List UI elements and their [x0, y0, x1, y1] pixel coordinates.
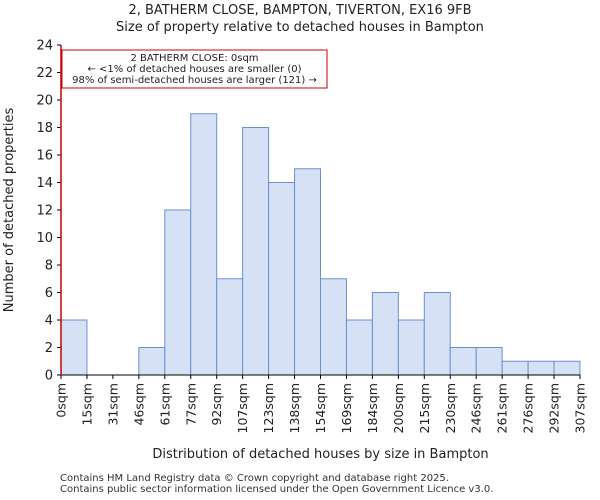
x-tick-label: 15sqm: [79, 383, 94, 426]
x-tick-label: 292sqm: [547, 383, 562, 433]
x-tick-label: 31sqm: [105, 383, 120, 426]
annotation-line-1: 2 BATHERM CLOSE: 0sqm: [130, 53, 258, 64]
histogram-bar: [475, 347, 503, 376]
y-tick-label: 20: [36, 94, 53, 109]
x-tick-label: 184sqm: [365, 383, 380, 433]
histogram-bar: [216, 278, 244, 376]
histogram-bar: [449, 347, 477, 376]
y-tick-label: 24: [36, 39, 53, 54]
chart-subtitle: Size of property relative to detached ho…: [116, 20, 484, 35]
histogram-bar: [553, 360, 581, 376]
x-tick-label: 123sqm: [261, 383, 276, 433]
x-tick-label: 61sqm: [157, 383, 172, 426]
x-tick-label: 138sqm: [287, 383, 302, 433]
x-axis-label: Distribution of detached houses by size …: [152, 447, 488, 462]
annotation-line-3: 98% of semi-detached houses are larger (…: [72, 75, 317, 86]
x-tick-label: 0sqm: [54, 383, 69, 418]
x-tick-label: 46sqm: [131, 383, 146, 426]
annotation-box: [61, 49, 328, 89]
x-tick-label: 77sqm: [183, 383, 198, 426]
x-tick-label: 154sqm: [313, 383, 328, 433]
histogram-bar: [371, 292, 399, 376]
y-tick-label: 2: [45, 341, 53, 356]
histogram-bar: [190, 113, 218, 376]
histogram-bar: [397, 319, 425, 376]
annotation-line-2: ← <1% of detached houses are smaller (0): [88, 64, 302, 75]
y-tick-label: 14: [36, 176, 53, 191]
x-tick-label: 169sqm: [339, 383, 354, 433]
histogram-bar: [294, 168, 321, 376]
y-tick-label: 10: [36, 231, 53, 246]
x-tick-label: 246sqm: [469, 383, 484, 433]
x-tick-label: 276sqm: [521, 383, 536, 433]
y-tick-label: 16: [36, 149, 53, 164]
footer-line-1: Contains HM Land Registry data © Crown c…: [60, 473, 449, 484]
y-axis-label: Number of detached properties: [2, 108, 17, 313]
y-tick-label: 0: [45, 369, 53, 384]
histogram-bar: [320, 278, 347, 376]
y-tick-label: 6: [45, 286, 53, 301]
histogram-bar: [60, 319, 88, 376]
chart-title: 2, BATHERM CLOSE, BAMPTON, TIVERTON, EX1…: [128, 3, 472, 18]
x-tick-label: 92sqm: [209, 383, 224, 426]
histogram-bar: [501, 360, 529, 376]
x-tick-label: 200sqm: [391, 383, 406, 433]
y-tick-label: 18: [36, 121, 53, 136]
y-tick-label: 4: [45, 314, 53, 329]
histogram-bar: [423, 292, 451, 376]
y-tick-label: 22: [36, 66, 53, 81]
histogram-bar: [345, 319, 373, 376]
histogram-bar: [527, 360, 555, 376]
histogram-bar: [268, 182, 296, 376]
histogram-bar: [164, 209, 192, 376]
footer-line-2: Contains public sector information licen…: [60, 484, 494, 495]
y-tick-label: 8: [45, 259, 53, 274]
x-tick-label: 215sqm: [417, 383, 432, 433]
x-tick-label: 307sqm: [573, 383, 588, 433]
histogram-bar: [242, 127, 270, 376]
x-tick-label: 107sqm: [235, 383, 250, 433]
y-tick-label: 12: [36, 204, 53, 219]
histogram-bar: [138, 347, 166, 376]
x-tick-label: 261sqm: [495, 383, 510, 433]
x-tick-label: 230sqm: [443, 383, 458, 433]
